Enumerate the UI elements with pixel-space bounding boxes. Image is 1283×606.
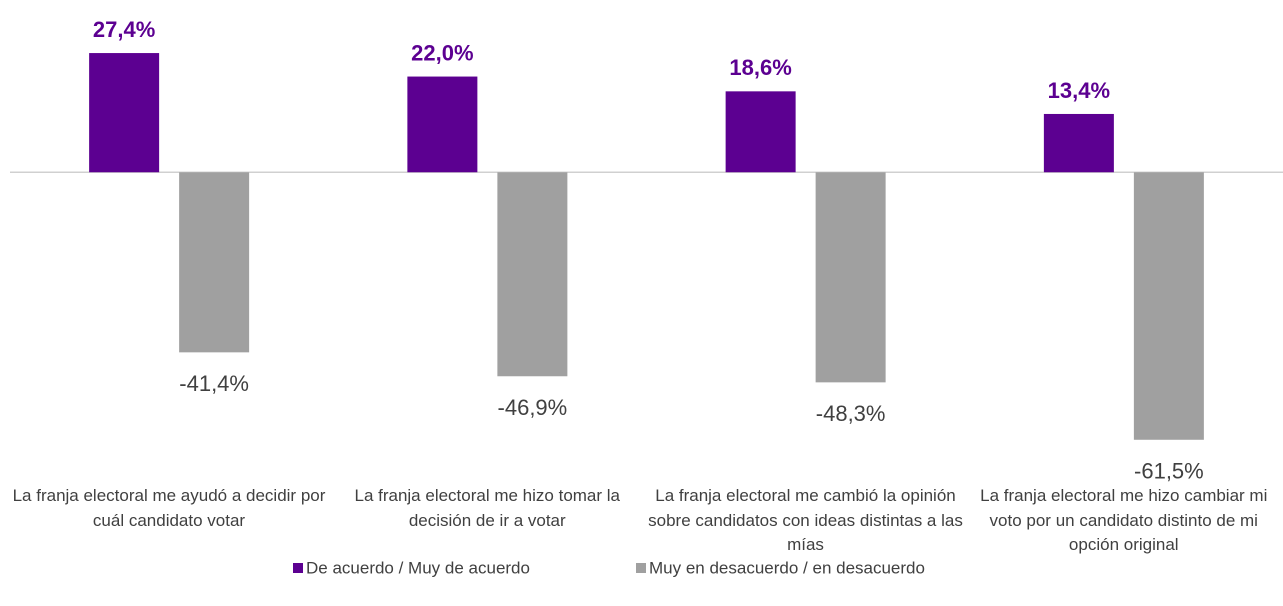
bar bbox=[725, 91, 796, 173]
category-label: La franja electoral me hizo cambiar mi v… bbox=[980, 486, 1268, 554]
legend-label: De acuerdo / Muy de acuerdo bbox=[306, 558, 530, 577]
value-label: 18,6% bbox=[729, 55, 791, 80]
value-label: -41,4% bbox=[179, 371, 249, 396]
category-label: La franja electoral me cambió la opinión… bbox=[648, 486, 963, 554]
value-label: -61,5% bbox=[1134, 459, 1204, 484]
bar bbox=[89, 53, 160, 173]
bar bbox=[179, 172, 250, 353]
legend-swatch bbox=[293, 563, 303, 573]
bar bbox=[1043, 113, 1114, 173]
legend-swatch bbox=[636, 563, 646, 573]
value-label: 13,4% bbox=[1048, 78, 1110, 103]
bar bbox=[407, 76, 478, 173]
value-label: -48,3% bbox=[816, 401, 886, 426]
value-label: 27,4% bbox=[93, 17, 155, 42]
legend-label: Muy en desacuerdo / en desacuerdo bbox=[649, 558, 925, 577]
bar bbox=[497, 172, 568, 377]
value-label: 22,0% bbox=[411, 40, 473, 65]
category-label: La franja electoral me hizo tomar la dec… bbox=[354, 486, 621, 530]
value-label: -46,9% bbox=[498, 395, 568, 420]
bar bbox=[1133, 172, 1204, 440]
bar bbox=[815, 172, 886, 383]
category-label: La franja electoral me ayudó a decidir p… bbox=[12, 486, 326, 530]
